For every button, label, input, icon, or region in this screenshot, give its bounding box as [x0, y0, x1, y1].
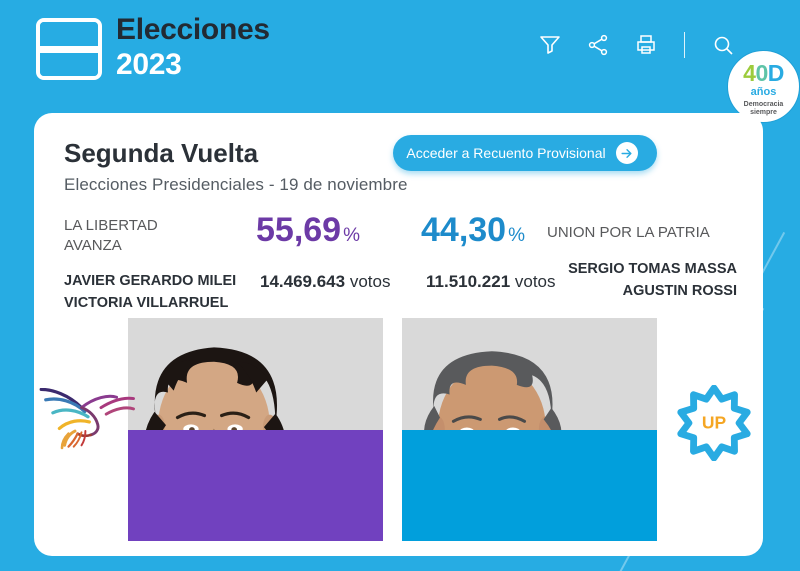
svg-text:UP: UP: [702, 412, 727, 432]
